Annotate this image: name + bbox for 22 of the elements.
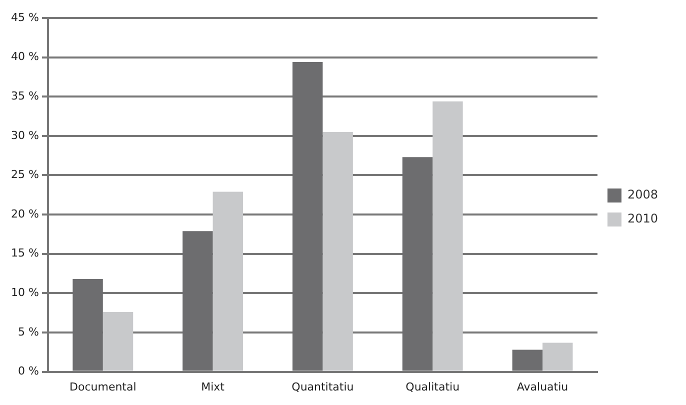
- x-tick-label: Mixt: [201, 380, 226, 394]
- y-tick-label: 20 %: [10, 207, 39, 220]
- y-tick-label: 5 %: [18, 325, 39, 338]
- y-tick-label: 15 %: [10, 246, 39, 260]
- y-tick-label: 30 %: [10, 128, 39, 142]
- legend-label: 2010: [627, 212, 658, 226]
- x-tick-label: Avaluatiu: [516, 380, 568, 394]
- y-tick-label: 25 %: [10, 168, 39, 182]
- legend-label: 2008: [627, 188, 658, 202]
- x-tick-label: Documental: [70, 380, 136, 394]
- bar: [432, 101, 463, 371]
- bar: [322, 132, 353, 371]
- x-tick-label: Quantitatiu: [292, 380, 354, 394]
- y-tick-label: 0 %: [18, 364, 39, 378]
- y-tick-label: 45 %: [10, 10, 39, 24]
- y-tick-label: 10 %: [10, 286, 39, 300]
- bar: [212, 192, 244, 371]
- bar: [102, 312, 134, 371]
- x-tick-label: Qualitatiu: [406, 380, 460, 394]
- y-tick-label: 35 %: [10, 89, 39, 102]
- y-tick-label: 40 %: [10, 50, 39, 64]
- bar: [542, 342, 573, 371]
